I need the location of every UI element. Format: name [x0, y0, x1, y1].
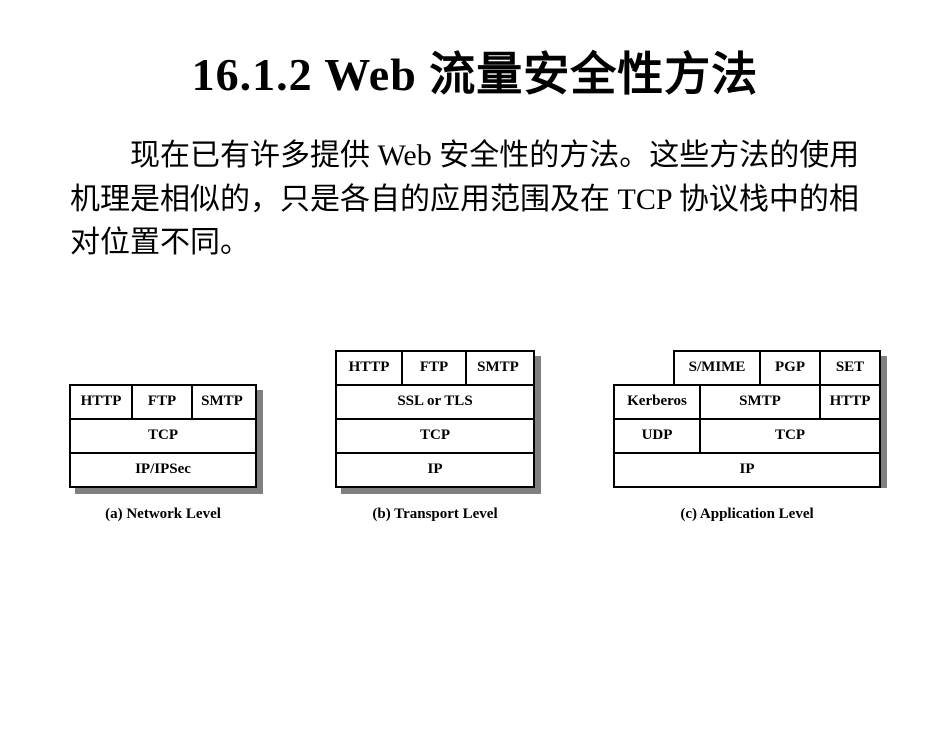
stack-transport-level: HTTP FTP SMTP SSL or TLS TCP IP (b) Tran… [335, 350, 535, 523]
cell-ftp: FTP [131, 386, 191, 418]
cell-ftp: FTP [401, 352, 465, 384]
cell-http: HTTP [819, 386, 879, 418]
cell-kerberos: Kerberos [615, 386, 699, 418]
cell-udp: UDP [615, 420, 699, 452]
cell-smtp: SMTP [699, 386, 819, 418]
cell-http: HTTP [337, 352, 401, 384]
cell-ip: IP [337, 454, 533, 486]
cell-tcp: TCP [71, 420, 255, 452]
cell-smtp: SMTP [465, 352, 529, 384]
cell-smtp: SMTP [191, 386, 251, 418]
cell-ip: IP [615, 454, 879, 486]
cell-ssl-tls: SSL or TLS [337, 386, 533, 418]
caption-transport-level: (b) Transport Level [372, 506, 497, 523]
diagram-row: HTTP FTP SMTP TCP IP/IPSec (a) Network L… [0, 350, 950, 523]
caption-application-level: (c) Application Level [680, 506, 813, 523]
stack-network-level: HTTP FTP SMTP TCP IP/IPSec (a) Network L… [69, 384, 257, 523]
cell-http: HTTP [71, 386, 131, 418]
cell-tcp: TCP [337, 420, 533, 452]
cell-pgp: PGP [759, 352, 819, 384]
caption-network-level: (a) Network Level [105, 506, 221, 523]
cell-set: SET [819, 352, 879, 384]
cell-smime: S/MIME [675, 352, 759, 384]
slide-title: 16.1.2 Web 流量安全性方法 [0, 38, 950, 104]
cell-ip-ipsec: IP/IPSec [71, 454, 255, 486]
slide-paragraph: 现在已有许多提供 Web 安全性的方法。这些方法的使用机理是相似的，只是各自的应… [70, 134, 880, 265]
stack-application-level: S/MIME PGP SET Kerberos SMTP HTTP UDP TC… [613, 350, 881, 523]
cell-tcp: TCP [699, 420, 879, 452]
